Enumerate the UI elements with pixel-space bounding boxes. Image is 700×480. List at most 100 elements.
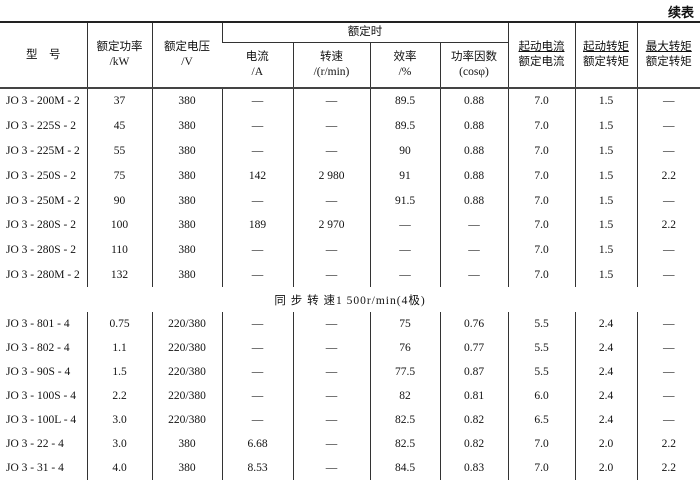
value-cell: 380 [151,88,222,114]
value-cell: — [636,188,700,213]
value-cell: 0.76 [439,312,508,337]
value-cell: 90 [86,188,152,213]
model-cell: JO 3 - 280S - 2 [6,219,76,232]
value-cell: 380 [151,237,222,263]
header-start-current: 起动电流 额定电流 [507,21,575,89]
value-cell: 380 [151,212,222,238]
model-cell: JO 3 - 100L - 4 [6,414,77,427]
value-cell: 2.4 [574,336,637,361]
value-cell: 2.2 [636,456,700,480]
value-cell: 90 [369,138,440,164]
value-cell: 380 [151,456,222,480]
value-cell: 77.5 [369,360,440,385]
model-cell: JO 3 - 802 - 4 [6,342,70,355]
model-cell: JO 3 - 801 - 4 [6,318,70,331]
value-cell: — [292,384,370,409]
model-cell: JO 3 - 31 - 4 [6,462,64,475]
table-row: JO 3 - 22 - 4 3.0 380 6.68—82.5 0.82 7.0 2.0 2.… [0,432,700,457]
value-cell: 220/380 [151,312,222,337]
value-cell: — [439,212,508,238]
table-row: JO 3 - 280M - 2 132 380— — — —7.0 1.5— [0,262,700,288]
value-cell: 0.88 [439,138,508,164]
value-cell: — [292,138,370,164]
value-cell: 7.0 [507,432,575,457]
value-cell: 2.4 [574,360,637,385]
value-cell: 91.5 [369,188,440,213]
value-cell: — [221,88,293,114]
value-cell: 189 [221,212,293,238]
value-cell: 37 [86,88,152,114]
header-efficiency: 效率/% [369,42,440,89]
value-cell: 82 [369,384,440,409]
value-cell: — [636,312,700,337]
value-cell: — [636,88,700,114]
value-cell: 380 [151,262,222,288]
model-cell: JO 3 - 280M - 2 [6,268,80,281]
value-cell: 7.0 [507,113,575,139]
value-cell: — [636,262,700,288]
value-cell: 7.0 [507,456,575,480]
value-cell: 1.5 [574,138,637,164]
value-cell: 0.81 [439,384,508,409]
value-cell: — [636,408,700,433]
value-cell: 7.0 [507,262,575,288]
value-cell: 2.4 [574,408,637,433]
value-cell: 380 [151,188,222,213]
value-cell: — [636,237,700,263]
value-cell: 75 [369,312,440,337]
value-cell: — [292,408,370,433]
model-cell: JO 3 - 225M - 2 [6,144,80,157]
value-cell: — [292,312,370,337]
value-cell: 2.2 [86,384,152,409]
value-cell: 1.5 [86,360,152,385]
header-model: 型 号 [0,21,87,89]
value-cell: 110 [86,237,152,263]
value-cell: — [636,113,700,139]
value-cell: 380 [151,113,222,139]
motor-spec-table: 型 号 额定功率/kW 额定电压/V 额定时 起动电流 额定电流 起动转矩 额定转矩… [0,21,700,480]
value-cell: — [221,360,293,385]
model-cell: JO 3 - 200M - 2 [6,95,80,108]
table-row: JO 3 - 250M - 2 90 380— —91.5 0.88 7.0 1.5— [0,188,700,213]
table-row: JO 3 - 280S - 2 100 380 189 2 970— —7.0 1.5 2.2 [0,212,700,238]
table-row: JO 3 - 801 - 4 0.75 220/380— —75 0.76 5.5 2.4— [0,312,700,337]
header-start-torque: 起动转矩 额定转矩 [574,21,637,89]
table-row: JO 3 - 225M - 2 55 380— —90 0.88 7.0 1.5— [0,138,700,164]
value-cell: — [292,88,370,114]
value-cell: — [636,138,700,164]
value-cell: 2.4 [574,312,637,337]
value-cell: 4.0 [86,456,152,480]
value-cell: 5.5 [507,312,575,337]
value-cell: 220/380 [151,408,222,433]
value-cell: — [636,360,700,385]
value-cell: — [221,113,293,139]
value-cell: 1.5 [574,212,637,238]
value-cell: 0.88 [439,163,508,189]
value-cell: 1.5 [574,262,637,288]
value-cell: 0.88 [439,188,508,213]
value-cell: 82.5 [369,408,440,433]
value-cell: 380 [151,432,222,457]
value-cell: 1.5 [574,237,637,263]
value-cell: 7.0 [507,138,575,164]
value-cell: 220/380 [151,384,222,409]
value-cell: 100 [86,212,152,238]
value-cell: 75 [86,163,152,189]
value-cell: — [292,336,370,361]
continued-label: 续表 [667,6,694,21]
value-cell: — [292,432,370,457]
value-cell: 380 [151,163,222,189]
model-cell: JO 3 - 90S - 4 [6,366,71,379]
model-cell: JO 3 - 100S - 4 [6,390,76,403]
value-cell: 2.2 [636,212,700,238]
value-cell: 0.87 [439,360,508,385]
value-cell: 7.0 [507,163,575,189]
header-power: 额定功率/kW [86,21,152,89]
value-cell: 2 980 [292,163,370,189]
value-cell: 2.4 [574,384,637,409]
header-speed: 转速/(r/min) [292,42,370,89]
model-cell: JO 3 - 22 - 4 [6,438,64,451]
value-cell: 0.83 [439,456,508,480]
value-cell: 8.53 [221,456,293,480]
table-row: JO 3 - 100L - 4 3.0 220/380— —82.5 0.82 6.5 2.… [0,408,700,433]
